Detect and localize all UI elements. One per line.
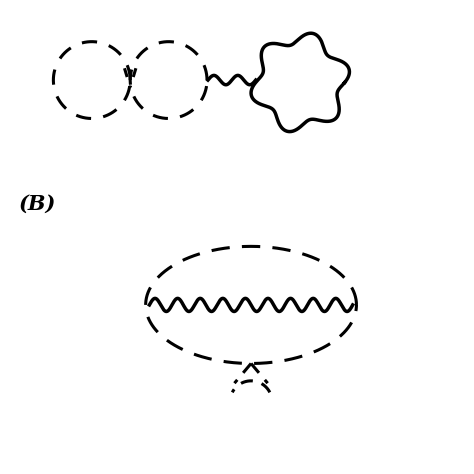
Text: (B): (B) [19, 194, 56, 214]
